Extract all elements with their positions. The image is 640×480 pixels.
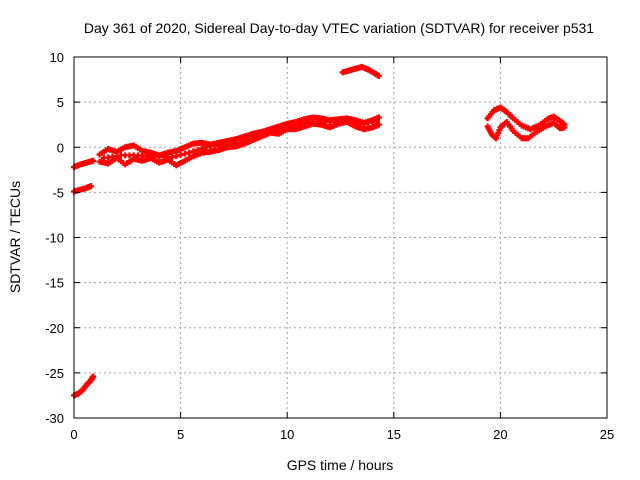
- data-point: [375, 114, 382, 121]
- x-axis-label: GPS time / hours: [287, 457, 394, 473]
- data-point: [561, 124, 568, 131]
- data-point: [169, 154, 176, 161]
- series-early-low: [71, 373, 97, 399]
- y-axis-label: SDTVAR / TECUs: [7, 181, 23, 293]
- x-tick-label: 0: [70, 427, 77, 442]
- y-tick-label: -20: [45, 321, 64, 336]
- data-point: [275, 126, 282, 133]
- data-point: [284, 124, 291, 131]
- data-point: [194, 146, 201, 153]
- data-point: [90, 373, 97, 380]
- data-point: [173, 153, 180, 160]
- y-tick-label: 0: [57, 140, 64, 155]
- data-point: [190, 148, 197, 155]
- data-point: [250, 133, 257, 140]
- data-point: [177, 151, 184, 158]
- x-tick-label: 20: [493, 427, 507, 442]
- y-tick-label: -25: [45, 366, 64, 381]
- data-point: [198, 145, 205, 152]
- series-high-arc: [339, 63, 382, 79]
- data-points: [71, 63, 568, 399]
- series-late-upper: [484, 104, 568, 133]
- y-tick-label: -30: [45, 411, 64, 426]
- chart-title: Day 361 of 2020, Sidereal Day-to-day VTE…: [84, 20, 594, 36]
- data-point: [181, 150, 188, 157]
- data-point: [288, 123, 295, 130]
- data-point: [292, 122, 299, 129]
- series-main-bridge: [100, 118, 380, 162]
- y-tick-label: -10: [45, 231, 64, 246]
- data-point: [88, 183, 95, 190]
- y-tick-labels: 10 5 0 -5 -10 -15 -20 -25 -30: [45, 50, 64, 426]
- series-late-lower: [484, 118, 568, 142]
- x-tick-label: 15: [387, 427, 401, 442]
- data-point: [373, 118, 380, 125]
- tick-marks: [73, 56, 608, 419]
- data-point: [375, 121, 382, 128]
- data-point: [301, 120, 308, 127]
- data-point: [296, 121, 303, 128]
- data-point: [375, 72, 382, 79]
- data-point: [271, 128, 278, 135]
- y-tick-label: -15: [45, 276, 64, 291]
- data-point: [90, 157, 97, 164]
- grid-lines: [74, 57, 607, 418]
- data-point: [237, 139, 244, 146]
- y-tick-label: 10: [50, 50, 64, 65]
- x-tick-label: 10: [280, 427, 294, 442]
- data-point: [186, 149, 193, 156]
- x-tick-label: 25: [600, 427, 614, 442]
- series-early-top: [71, 157, 97, 171]
- data-point: [279, 125, 286, 132]
- data-point: [241, 137, 248, 144]
- y-tick-label: -5: [52, 185, 64, 200]
- x-tick-labels: 0 5 10 15 20 25: [70, 427, 614, 442]
- data-point: [245, 135, 252, 142]
- y-tick-label: 5: [57, 95, 64, 110]
- x-tick-label: 5: [177, 427, 184, 442]
